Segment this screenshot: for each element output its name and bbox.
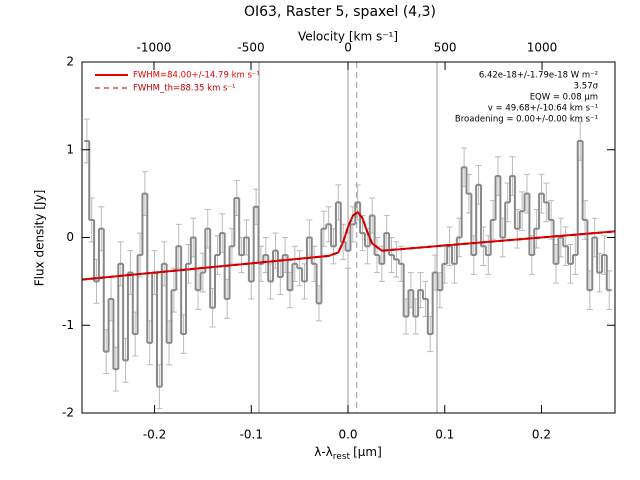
fit-line	[81, 210, 616, 281]
y-tick-label: -1	[62, 318, 74, 332]
annotation: Broadening = 0.00+/-0.00 km s⁻¹	[455, 115, 598, 125]
annotation: 3.57σ	[574, 82, 599, 92]
x-tick-label: -0.1	[240, 428, 263, 442]
y-tick-label: 1	[66, 142, 74, 156]
annotation: EQW = 0.08 μm	[530, 93, 598, 103]
annotation: 6.42e-18+/-1.79e-18 W m⁻²	[479, 71, 598, 81]
x-tick-label: -0.2	[143, 428, 166, 442]
x-tick-label: 0.1	[435, 428, 454, 442]
x-axis-label: λ-λrest [μm]	[314, 445, 382, 462]
v-tick-label: 500	[434, 41, 457, 55]
y-tick-label: 0	[66, 230, 74, 244]
x-label-main: λ-λ	[314, 445, 333, 459]
chart-title: OI63, Raster 5, spaxel (4,3)	[244, 4, 436, 20]
legend-label: FWHM_th=88.35 km s⁻¹	[133, 84, 235, 94]
v-tick-label: 0	[344, 41, 352, 55]
y-tick-label: -2	[62, 406, 74, 420]
y-axis-label: Flux density [Jy]	[33, 190, 47, 287]
v-tick-label: -1000	[137, 41, 172, 55]
legend-label: FWHM=84.00+/-14.79 km s⁻¹	[133, 71, 260, 81]
x-label-unit: [μm]	[353, 445, 382, 459]
x-tick-label: 0.0	[338, 428, 357, 442]
y-tick-label: 2	[66, 55, 74, 69]
annotation: v = 49.68+/-10.64 km s⁻¹	[488, 104, 598, 114]
v-tick-label: 1000	[527, 41, 558, 55]
x-label-sub: rest	[333, 452, 351, 462]
top-axis-label: Velocity [km s⁻¹]	[298, 30, 398, 44]
x-tick-label: 0.2	[532, 428, 551, 442]
v-tick-label: -500	[237, 41, 264, 55]
